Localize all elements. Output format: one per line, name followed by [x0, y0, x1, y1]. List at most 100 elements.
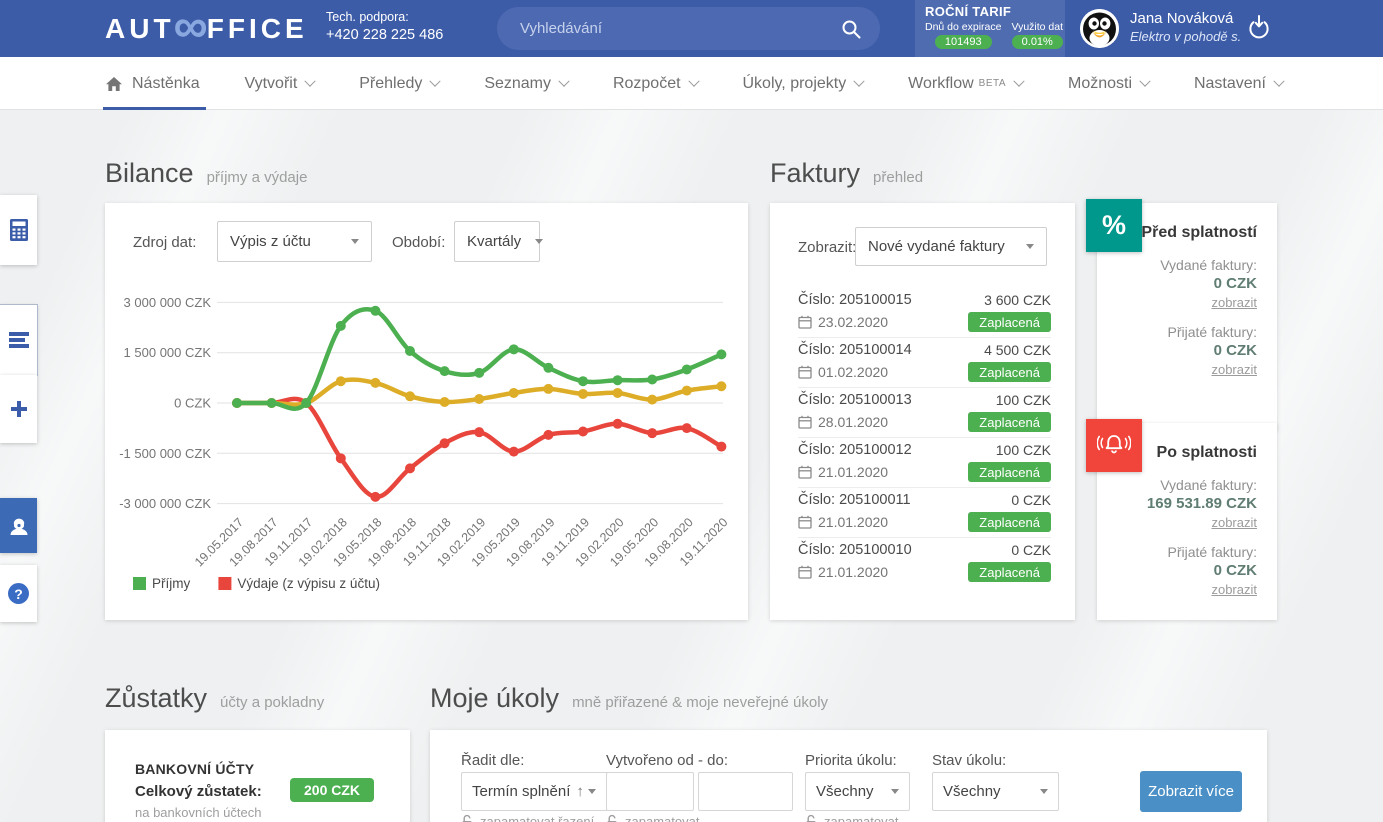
created-from-input[interactable] — [606, 772, 694, 811]
user-info[interactable]: Jana Nováková Elektro v pohodě s. — [1130, 10, 1241, 44]
nav-label: Nastavení — [1193, 74, 1266, 92]
invoice-row[interactable]: Číslo: 205100014 01.02.2020 4 500 CZK Zapla… — [798, 338, 1051, 388]
calendar-icon — [798, 465, 812, 479]
caret-down-icon — [891, 789, 899, 794]
nav-item-ukoly-projekty[interactable]: Úkoly, projekty — [742, 57, 865, 110]
nav-item-moznosti[interactable]: Možnosti — [1067, 57, 1151, 110]
beta-badge: BETA — [978, 78, 1007, 89]
invoice-row[interactable]: Číslo: 205100011 21.01.2020 0 CZK Zaplacená — [798, 488, 1051, 538]
search-icon[interactable] — [840, 18, 862, 40]
edge-tool-help[interactable]: ? — [0, 565, 37, 622]
calculator-icon — [9, 219, 28, 241]
invoice-row[interactable]: Číslo: 205100015 23.02.2020 3 600 CZK Zapla… — [798, 288, 1051, 338]
nav-item-rozpocet[interactable]: Rozpočet — [612, 57, 700, 110]
total-balance-label: Celkový zůstatek: — [135, 783, 262, 800]
remember-created-toggle[interactable]: zapamatovat — [606, 814, 699, 822]
invoice-amount: 3 600 CZK — [984, 292, 1051, 308]
created-range-label: Vytvořeno od - do: — [606, 752, 729, 769]
section-subtitle: příjmy a výdaje — [206, 169, 308, 186]
state-select[interactable]: Všechny — [932, 772, 1059, 811]
nav-label: Workflow — [908, 74, 974, 92]
chevron-down-icon — [1139, 75, 1151, 87]
section-title: Zůstatky — [105, 683, 208, 713]
support-label: Tech. podpora: — [326, 10, 409, 24]
avatar[interactable] — [1080, 9, 1119, 48]
invoice-number: Číslo: 205100015 — [798, 292, 912, 308]
total-balance-badge: 200 CZK — [290, 778, 375, 802]
top-header: AUT ∞ FFICE Tech. podpora: +420 228 225 48… — [0, 0, 1383, 57]
show-link[interactable]: zobrazit — [1211, 515, 1257, 530]
show-more-button[interactable]: Zobrazit více — [1140, 771, 1242, 812]
nav-item-nastaveni[interactable]: Nastavení — [1193, 57, 1285, 110]
show-link[interactable]: zobrazit — [1211, 295, 1257, 310]
edge-tool-list[interactable] — [0, 304, 38, 376]
nav-item-vytvorit[interactable]: Vytvořit — [244, 57, 316, 110]
nav-label: Rozpočet — [612, 74, 681, 92]
invoice-row[interactable]: Číslo: 205100010 21.01.2020 0 CZK Zaplacená — [798, 538, 1051, 588]
show-link[interactable]: zobrazit — [1211, 362, 1257, 377]
nav-label: Vytvořit — [244, 74, 298, 92]
chevron-down-icon — [1013, 75, 1025, 87]
caret-down-icon — [1026, 244, 1034, 249]
invoice-amount: 0 CZK — [1011, 542, 1051, 558]
sort-select[interactable]: Termín splnění ↑ — [461, 772, 613, 811]
status-badge: Zaplacená — [968, 312, 1051, 332]
search-input[interactable] — [497, 20, 840, 37]
priority-label: Priorita úkolu: — [805, 752, 897, 769]
svg-text:-3 000 000 CZK: -3 000 000 CZK — [119, 496, 211, 511]
edge-tool-support[interactable] — [0, 498, 37, 553]
nav-label: Možnosti — [1067, 74, 1133, 92]
unlock-icon — [607, 814, 617, 822]
nav-item-seznamy[interactable]: Seznamy — [484, 57, 570, 110]
app-logo[interactable]: AUT ∞ FFICE — [105, 0, 308, 53]
received-invoices-label: Přijaté faktury: — [1167, 544, 1257, 560]
bilance-line-chart: 3 000 000 CZK 1 500 000 CZK 0 CZK -1 500 00… — [119, 295, 730, 591]
bank-accounts-heading: BANKOVNÍ ÚČTY — [135, 761, 255, 777]
user-name: Jana Nováková — [1130, 10, 1234, 27]
calendar-icon — [798, 565, 812, 579]
ukoly-section-title: Moje úkoly mně přiřazené & moje neveřejn… — [430, 683, 828, 714]
issued-invoices-value: 0 CZK — [1213, 275, 1257, 292]
nav-item-workflow[interactable]: Workflow BETA — [908, 57, 1025, 110]
state-label: Stav úkolu: — [932, 752, 1007, 769]
nav-item-prehledy[interactable]: Přehledy — [359, 57, 442, 110]
invoice-date: 21.01.2020 — [818, 514, 889, 530]
period-select[interactable]: Kvartály — [454, 221, 544, 262]
question-icon: ? — [8, 583, 29, 604]
unlock-icon — [806, 814, 816, 822]
invoice-amount: 100 CZK — [995, 392, 1051, 408]
tariff-expiry-badge: 101493 — [934, 35, 992, 49]
status-badge: Zaplacená — [968, 512, 1051, 532]
chevron-down-icon — [304, 75, 316, 87]
svg-text:Výdaje (z výpisu z účtu): Výdaje (z výpisu z účtu) — [237, 576, 380, 591]
edge-tool-calculator[interactable] — [0, 195, 37, 265]
status-badge: Zaplacená — [968, 412, 1051, 432]
calendar-icon — [798, 415, 812, 429]
edge-tool-add[interactable] — [0, 375, 37, 443]
show-link[interactable]: zobrazit — [1211, 582, 1257, 597]
caret-down-icon — [1040, 789, 1048, 794]
bilance-card: Zdroj dat: Výpis z účtu Období: Kvartály… — [105, 203, 748, 620]
main-nav: Nástěnka Vytvořit Přehledy Seznamy Rozpo… — [0, 57, 1383, 110]
invoice-row[interactable]: Číslo: 205100012 21.01.2020 100 CZK Zaplace… — [798, 438, 1051, 488]
caret-down-icon — [351, 239, 359, 244]
remember-sort-toggle[interactable]: zapamatovat řazení — [461, 814, 594, 822]
source-select[interactable]: Výpis z účtu — [217, 221, 372, 262]
invoice-row[interactable]: Číslo: 205100013 28.01.2020 100 CZK Zaplace… — [798, 388, 1051, 438]
invoice-date: 28.01.2020 — [818, 414, 889, 430]
invoice-filter-select[interactable]: Nové vydané faktury — [855, 227, 1047, 266]
chevron-down-icon — [1273, 75, 1285, 87]
tariff-data-label: Využito dat — [1011, 21, 1064, 33]
caret-down-icon — [535, 239, 544, 244]
tech-support: Tech. podpora: +420 228 225 486 — [326, 10, 443, 43]
period-label: Období: — [392, 234, 446, 251]
nav-item-nastenka[interactable]: Nástěnka — [103, 57, 206, 110]
logout-icon[interactable] — [1244, 13, 1274, 49]
plus-icon — [10, 401, 27, 417]
created-to-input[interactable] — [698, 772, 793, 811]
priority-select[interactable]: Všechny — [805, 772, 910, 811]
zustatky-card: BANKOVNÍ ÚČTY Celkový zůstatek: 200 CZK … — [105, 730, 410, 822]
search-bar — [497, 7, 880, 50]
remember-priority-toggle[interactable]: zapamatovat — [805, 814, 898, 822]
chevron-down-icon — [687, 75, 700, 87]
